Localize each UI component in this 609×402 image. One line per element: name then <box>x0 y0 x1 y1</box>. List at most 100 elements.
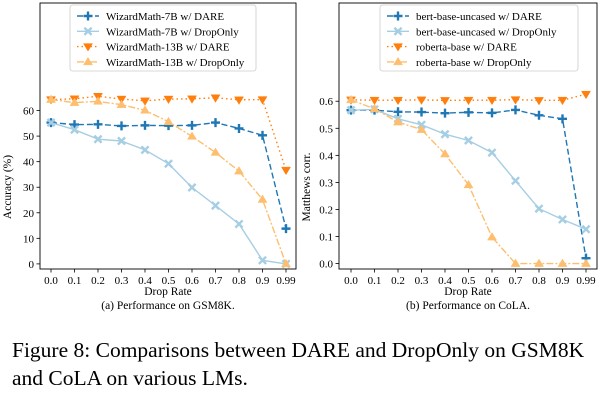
series-line-2 <box>350 108 587 230</box>
data-point <box>487 96 497 106</box>
y-tick-label: 0.6 <box>319 96 333 108</box>
legend-marker <box>393 56 403 66</box>
legend-marker <box>393 43 403 52</box>
data-point <box>510 96 521 105</box>
legend-label: WizardMath-7B w/ DropOnly <box>106 26 239 38</box>
data-point <box>440 149 450 158</box>
x-tick-label: 0.9 <box>256 275 270 287</box>
x-tick-label: 0.7 <box>209 275 223 287</box>
x-tick-label: 0.1 <box>368 275 382 287</box>
x-tick-label: 0.99 <box>276 275 296 287</box>
data-point <box>440 97 450 106</box>
data-point <box>93 96 103 105</box>
x-tick-label: 0.2 <box>391 275 405 287</box>
legend-marker <box>83 56 93 66</box>
data-point <box>581 224 591 234</box>
data-point <box>463 179 474 189</box>
chart-panel-cola: 0.0 0.1 0.2 0.3 0.4 0.5 0.6 0.0 0.1 0.2 0.3 0.4 0.5 0… <box>301 2 598 312</box>
data-point <box>510 258 521 267</box>
data-point <box>281 258 291 268</box>
data-point <box>140 145 150 155</box>
y-tick-label: 0.5 <box>319 123 333 135</box>
data-point <box>440 108 450 118</box>
data-point <box>140 120 150 130</box>
data-point <box>281 224 291 234</box>
legend-label: roberta-base w/ DropOnly <box>416 57 532 69</box>
data-point <box>557 258 568 267</box>
data-point <box>117 136 126 146</box>
legend-marker <box>83 26 93 36</box>
data-point <box>163 116 174 126</box>
data-point <box>581 90 591 100</box>
data-point <box>417 107 426 117</box>
legend-label: bert-base-uncased w/ DropOnly <box>416 26 557 38</box>
data-point <box>140 97 150 106</box>
data-point <box>46 118 56 128</box>
legend-box <box>379 4 579 72</box>
x-tick-label: 0.8 <box>532 275 546 287</box>
data-point <box>234 219 244 229</box>
x-axis-label: Drop Rate <box>144 286 192 298</box>
data-point <box>234 96 244 105</box>
data-point <box>369 96 380 106</box>
data-point <box>211 118 220 128</box>
data-point <box>258 130 267 140</box>
series-line-1 <box>50 121 287 229</box>
y-tick-label: 0 <box>29 259 35 271</box>
data-point <box>393 117 403 126</box>
x-axis-label: Drop Rate <box>444 286 492 298</box>
legend-marker <box>83 43 93 52</box>
data-point <box>117 121 126 131</box>
x-tick-label: 0.2 <box>91 275 105 287</box>
data-point <box>534 110 544 120</box>
legend-label: WizardMath-13B w/ DARE <box>106 42 230 54</box>
data-point <box>187 131 197 140</box>
data-point <box>234 166 244 175</box>
data-point <box>164 159 173 169</box>
data-point <box>558 215 567 224</box>
legend-marker <box>393 26 403 36</box>
data-point <box>234 123 244 133</box>
x-tick-label: 0.5 <box>162 275 176 287</box>
data-point <box>487 148 497 158</box>
x-tick-label: 0.3 <box>115 275 129 287</box>
x-tick-label: 0.99 <box>576 275 596 287</box>
figure-caption: Figure 8: Comparisons between DARE and D… <box>12 338 585 390</box>
data-point <box>487 232 497 241</box>
data-point <box>557 96 568 106</box>
subplot-caption: (a) Performance on GSM8K. <box>101 300 235 312</box>
data-point <box>440 129 450 139</box>
data-point <box>187 95 197 104</box>
data-point <box>116 99 127 108</box>
y-tick-label: 0.0 <box>319 259 333 271</box>
y-tick-label: 0.1 <box>319 232 333 244</box>
y-tick-label: 50 <box>23 131 35 143</box>
y-tick-label: 0.2 <box>319 204 333 216</box>
data-point <box>187 120 197 130</box>
data-point <box>46 94 56 103</box>
data-point <box>416 96 427 105</box>
data-point <box>534 204 544 214</box>
data-point <box>346 94 356 104</box>
legend-label: roberta-base w/ DARE <box>416 42 517 54</box>
y-axis-label: Matthews corr. <box>301 152 313 221</box>
data-point <box>258 255 267 265</box>
y-tick-label: 20 <box>23 208 35 220</box>
data-point <box>210 147 221 156</box>
x-tick-label: 0.4 <box>138 275 152 287</box>
data-point <box>187 183 197 192</box>
data-point <box>416 124 427 133</box>
legend-label: bert-base-uncased w/ DARE <box>416 11 542 23</box>
data-point <box>211 201 220 211</box>
data-point <box>140 105 150 114</box>
data-point <box>369 103 380 113</box>
y-axis-label: Accuracy (%) <box>2 155 14 219</box>
x-tick-label: 0.9 <box>556 275 570 287</box>
data-point <box>163 95 174 105</box>
data-point <box>534 258 544 267</box>
y-tick-label: 40 <box>23 157 35 169</box>
data-point <box>534 97 544 106</box>
data-point <box>393 96 403 106</box>
data-point <box>210 94 221 103</box>
